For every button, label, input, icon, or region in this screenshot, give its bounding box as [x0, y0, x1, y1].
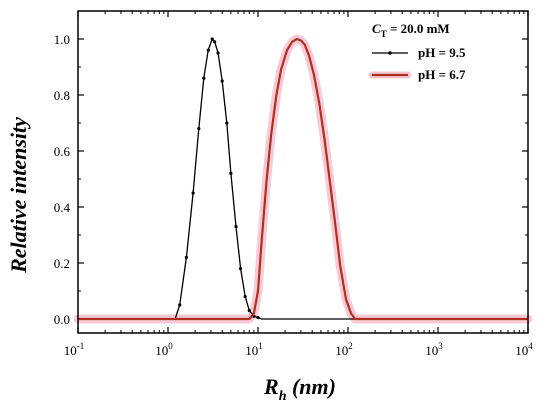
- series-0-point: [213, 40, 217, 44]
- x-tick-exponent: 2: [348, 341, 353, 351]
- x-tick-base: 10: [245, 343, 258, 358]
- x-tick-base: 10: [515, 343, 528, 358]
- y-tick-label: 0.0: [54, 312, 70, 327]
- legend: pH = 9.5 pH = 6.7: [368, 45, 466, 82]
- x-axis-label-main: R: [263, 374, 279, 399]
- x-tick-labels: 10-1 100 101 102 103 104: [64, 341, 534, 358]
- y-tick-label: 0.8: [54, 88, 70, 103]
- x-tick-label: 101: [245, 341, 263, 358]
- annotation-main: C: [372, 21, 381, 36]
- y-tick-label: 0.2: [54, 256, 70, 271]
- x-tick-base: 10: [64, 343, 77, 358]
- x-tick-exponent: 1: [258, 341, 263, 351]
- series-0-point: [247, 309, 251, 313]
- series-0-point: [234, 225, 238, 229]
- y-tick-label: 1.0: [54, 32, 70, 47]
- y-axis-label: Relative intensity: [6, 117, 31, 274]
- legend-entry-ph-9-5: pH = 9.5: [372, 45, 466, 60]
- x-tick-exponent: 3: [438, 341, 443, 351]
- y-tick-labels: 0.0 0.2 0.4 0.6 0.8 1.0: [54, 32, 71, 327]
- series-0-point: [243, 295, 247, 299]
- series-0-point: [191, 191, 195, 195]
- series-1-line: [78, 37, 528, 321]
- series-0-point: [216, 51, 220, 55]
- legend-label-ph-6-7: pH = 6.7: [418, 67, 466, 82]
- series-0-point: [178, 303, 182, 307]
- series-layer: [78, 37, 528, 321]
- series-0-point: [220, 79, 224, 83]
- concentration-annotation: CT = 20.0 mM: [372, 21, 450, 39]
- plot-frame: [77, 10, 529, 334]
- y-tick-label: 0.4: [54, 200, 71, 215]
- series-0-point: [202, 76, 206, 80]
- series-0-point: [206, 48, 210, 52]
- series-0-point: [225, 121, 229, 125]
- x-tick-label: 102: [335, 341, 353, 358]
- legend-marker-ph-9-5: [388, 51, 392, 55]
- series-0-point: [197, 127, 201, 131]
- x-axis-label-unit: (nm): [286, 374, 336, 399]
- series-0-point: [229, 171, 233, 175]
- x-tick-base: 10: [335, 343, 348, 358]
- x-tick-base: 10: [425, 343, 438, 358]
- x-tick-exponent: 4: [528, 341, 533, 351]
- annotation-sub: T: [381, 29, 387, 39]
- series-0-point: [256, 316, 260, 320]
- series-0-point: [184, 255, 188, 259]
- x-tick-exponent: 0: [168, 341, 173, 351]
- series-0-point: [238, 267, 243, 271]
- x-tick-label: 100: [155, 341, 173, 358]
- series-0-point: [210, 37, 214, 41]
- x-tick-exponent: -1: [77, 341, 85, 351]
- x-axis-label: Rh (nm): [263, 374, 336, 404]
- x-tick-label: 103: [425, 341, 443, 358]
- annotation-rest: = 20.0 mM: [387, 21, 450, 36]
- legend-label-ph-9-5: pH = 9.5: [418, 45, 466, 60]
- x-tick-label: 104: [515, 341, 533, 358]
- legend-entry-ph-6-7: pH = 6.7: [368, 67, 466, 82]
- x-axis-label-sub: h: [279, 389, 287, 404]
- x-tick-label: 10-1: [64, 341, 85, 358]
- x-tick-base: 10: [155, 343, 168, 358]
- y-tick-label: 0.6: [54, 144, 71, 159]
